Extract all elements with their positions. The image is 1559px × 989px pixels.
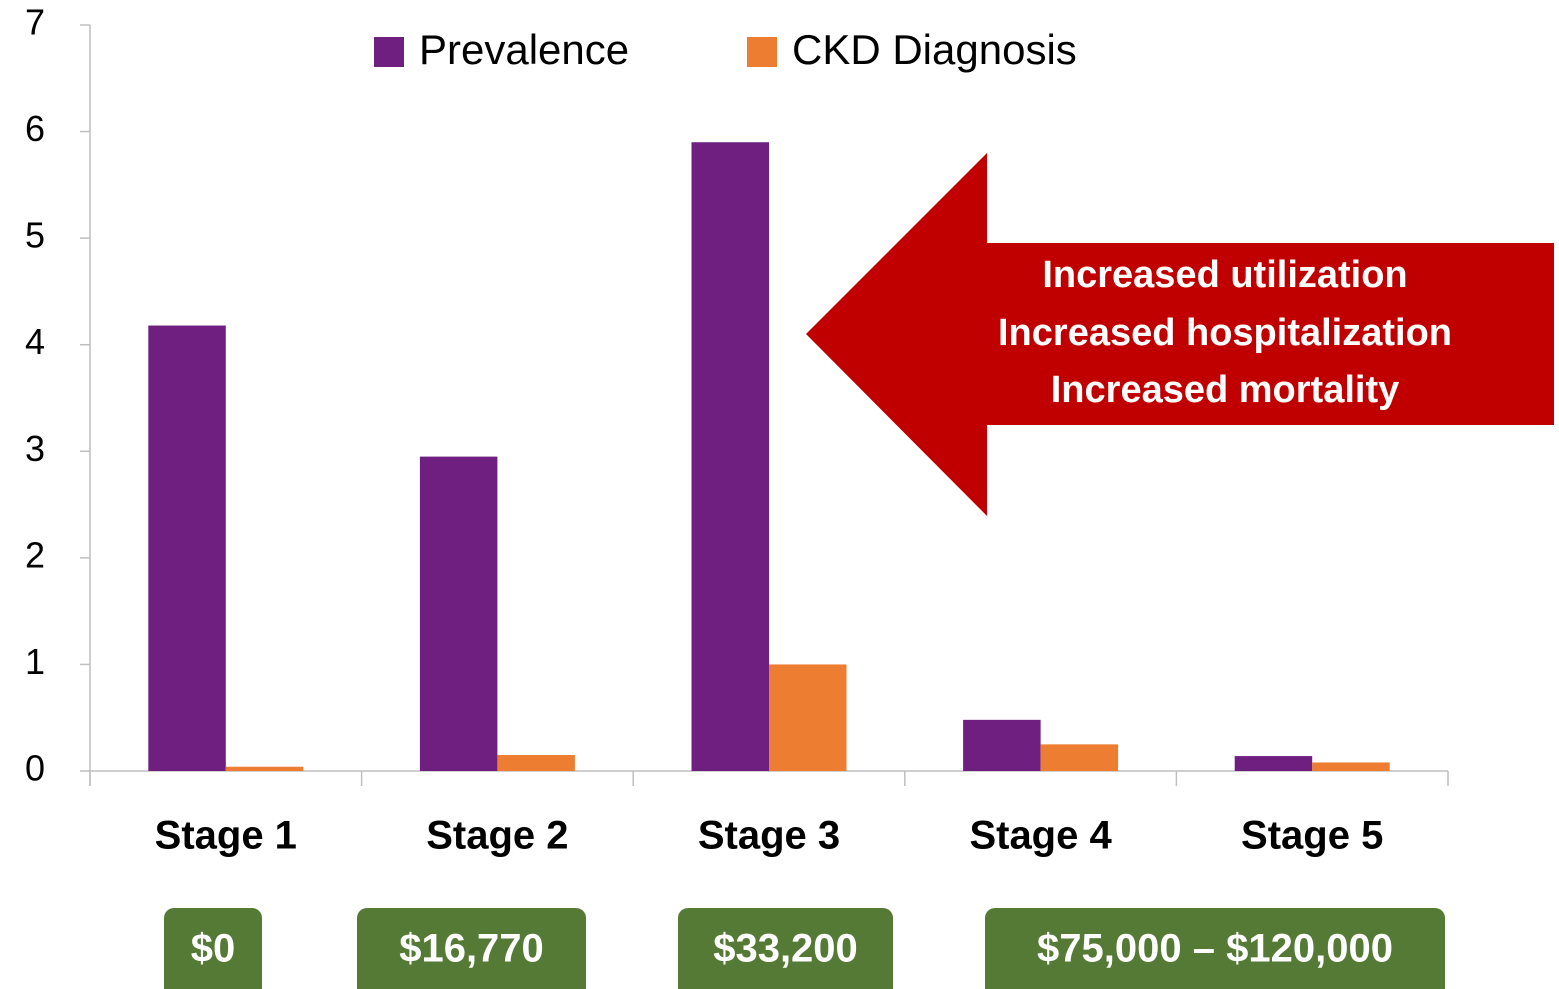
bar — [497, 755, 575, 771]
bar — [769, 664, 847, 771]
y-tick-label: 4 — [25, 321, 45, 362]
cost-label: $0 — [191, 927, 236, 971]
cost-label: $16,770 — [399, 927, 544, 971]
y-tick-label: 2 — [25, 534, 45, 575]
y-tick-label: 1 — [25, 641, 45, 682]
y-tick-label: 7 — [25, 2, 45, 43]
cost-box — [164, 908, 262, 989]
annotation-text: Increased mortality — [1051, 369, 1399, 411]
x-tick-label: Stage 3 — [698, 814, 840, 858]
annotation-arrow — [806, 153, 1554, 516]
bar — [1040, 744, 1119, 771]
x-tick-label: Stage 4 — [969, 814, 1112, 858]
y-tick-label: 5 — [25, 215, 45, 256]
cost-box — [985, 908, 1445, 989]
legend-label: CKD Diagnosis — [792, 26, 1077, 73]
x-tick-label: Stage 5 — [1241, 814, 1383, 858]
bar — [1234, 756, 1313, 771]
annotation-text: Increased utilization — [1042, 254, 1407, 296]
cost-label: $75,000 – $120,000 — [1037, 927, 1393, 971]
bar — [691, 142, 769, 771]
y-tick-label: 6 — [25, 108, 45, 149]
cost-label: $33,200 — [713, 927, 858, 971]
x-tick-label: Stage 1 — [155, 814, 297, 858]
legend-label: Prevalence — [419, 26, 629, 73]
bar — [148, 325, 226, 771]
cost-box — [678, 908, 893, 989]
bar — [419, 456, 498, 771]
x-tick-label: Stage 2 — [426, 814, 568, 858]
legend-swatch — [374, 37, 404, 67]
y-tick-label: 0 — [25, 748, 45, 789]
bar — [1312, 762, 1390, 771]
legend-swatch — [747, 37, 777, 67]
bar — [225, 766, 304, 771]
annotation-text: Increased hospitalization — [998, 312, 1452, 354]
y-tick-label: 3 — [25, 428, 45, 469]
cost-box — [357, 908, 586, 989]
bar — [963, 719, 1041, 771]
